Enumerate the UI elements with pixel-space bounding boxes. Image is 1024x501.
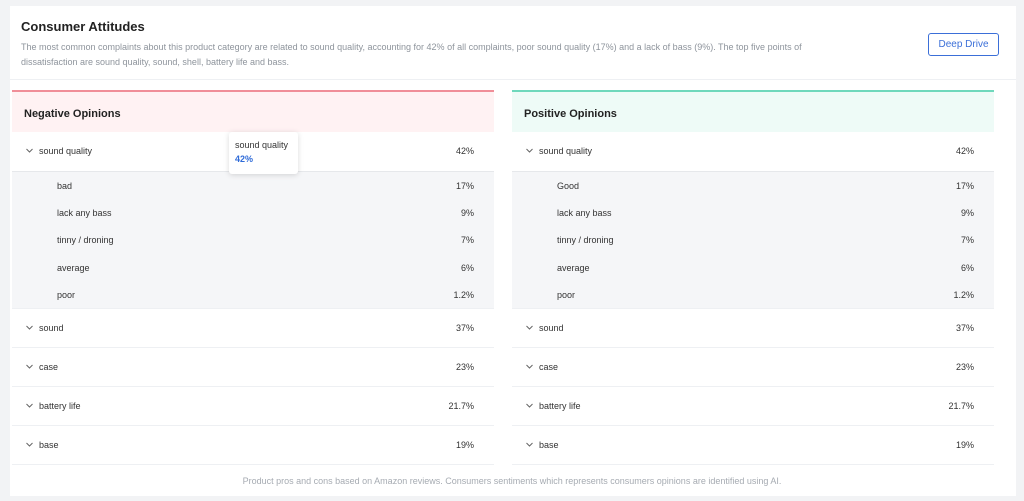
- sub-opinion-row: poor 1.2%: [512, 281, 994, 308]
- positive-opinions-panel: Positive Opinions sound quality 42% Good…: [512, 90, 994, 465]
- chevron-down-icon[interactable]: [25, 440, 34, 449]
- sub-opinion-label: poor: [57, 289, 76, 300]
- sub-opinion-label: average: [57, 262, 90, 273]
- footer-note: Product pros and cons based on Amazon re…: [242, 476, 782, 486]
- opinion-label: sound: [39, 323, 64, 333]
- sub-opinion-row: lack any bass 9%: [12, 199, 494, 226]
- opinion-label: sound quality: [39, 146, 93, 156]
- opinion-row[interactable]: sound 37%: [512, 309, 994, 348]
- chevron-down-icon[interactable]: [525, 146, 534, 155]
- chevron-down-icon[interactable]: [525, 323, 534, 332]
- sub-opinion-percent: 17%: [955, 181, 974, 191]
- opinion-row-expanded[interactable]: sound quality 42%: [512, 132, 994, 172]
- sub-opinion-row: Good 17%: [512, 172, 994, 199]
- chevron-down-icon[interactable]: [25, 401, 34, 410]
- opinion-percent: 19%: [955, 440, 974, 450]
- sub-opinion-label: tinny / droning: [57, 235, 114, 246]
- opinion-row[interactable]: base 19%: [512, 426, 994, 465]
- opinion-percent: 21.7%: [448, 401, 474, 411]
- opinion-row[interactable]: case 23%: [12, 348, 494, 387]
- opinion-percent: 37%: [955, 323, 974, 333]
- opinion-label: battery life: [39, 401, 81, 411]
- opinion-row[interactable]: sound 37%: [12, 309, 494, 348]
- opinion-label: base: [39, 440, 59, 450]
- card-header: Consumer Attitudes The most common compl…: [10, 6, 1016, 80]
- opinion-row[interactable]: battery life 21.7%: [512, 387, 994, 426]
- sub-opinion-label: Good: [557, 181, 580, 191]
- sub-opinion-label: lack any bass: [57, 208, 112, 219]
- summary-description: The most common complaints about this pr…: [21, 42, 802, 67]
- opinion-row[interactable]: case 23%: [512, 348, 994, 387]
- chevron-down-icon[interactable]: [525, 401, 534, 410]
- opinion-label: base: [539, 440, 559, 450]
- sub-opinion-percent: 7%: [960, 235, 974, 246]
- sub-opinion-label: tinny / droning: [557, 235, 614, 246]
- opinion-percent: 42%: [455, 146, 474, 156]
- hover-tooltip: sound quality 42%: [229, 132, 298, 174]
- sub-opinion-row: bad 17%: [12, 172, 494, 199]
- chevron-down-icon[interactable]: [525, 440, 534, 449]
- sub-opinion-row: tinny / droning 7%: [12, 226, 494, 253]
- opinion-label: sound: [539, 323, 564, 333]
- opinion-percent: 21.7%: [948, 401, 974, 411]
- opinion-percent: 23%: [455, 362, 474, 372]
- chevron-down-icon[interactable]: [525, 362, 534, 371]
- negative-opinions-panel: Negative Opinions sound quality 42% bad 1…: [12, 90, 494, 465]
- sub-opinion-label: poor: [557, 289, 576, 300]
- opinion-label: case: [39, 362, 59, 372]
- opinion-label: battery life: [539, 401, 581, 411]
- sub-opinion-percent: 6%: [960, 262, 974, 273]
- opinion-percent: 42%: [955, 146, 974, 156]
- sub-opinion-percent: 17%: [455, 181, 474, 191]
- tooltip-title: sound quality: [235, 140, 289, 150]
- sub-opinion-percent: 1.2%: [953, 289, 974, 300]
- sub-opinion-label: lack any bass: [557, 208, 612, 219]
- opinion-label: case: [539, 362, 559, 372]
- opinion-percent: 19%: [455, 440, 474, 450]
- sub-opinion-percent: 7%: [460, 235, 474, 246]
- opinion-row[interactable]: base 19%: [12, 426, 494, 465]
- positive-panel-title: Positive Opinions: [512, 90, 994, 132]
- sub-opinion-label: average: [557, 262, 590, 273]
- sub-opinion-row: average 6%: [12, 254, 494, 281]
- sub-opinion-row: lack any bass 9%: [512, 199, 994, 226]
- page-title: Consumer Attitudes: [21, 19, 145, 34]
- sub-opinion-label: bad: [57, 181, 73, 191]
- opinion-label: sound quality: [539, 146, 593, 156]
- opinion-percent: 23%: [955, 362, 974, 372]
- sub-opinion-list: bad 17% lack any bass 9% tinny / droning 7%…: [12, 172, 494, 309]
- sub-opinion-percent: 9%: [960, 208, 974, 219]
- tooltip-value: 42%: [235, 154, 254, 164]
- sub-opinion-row: tinny / droning 7%: [512, 226, 994, 253]
- deep-drive-button[interactable]: Deep Drive: [928, 33, 999, 56]
- sub-opinion-percent: 9%: [460, 208, 474, 219]
- chevron-down-icon[interactable]: [25, 323, 34, 332]
- sub-opinion-list: Good 17% lack any bass 9% tinny / droning 7…: [512, 172, 994, 309]
- chevron-down-icon[interactable]: [25, 146, 34, 155]
- opinion-percent: 37%: [455, 323, 474, 333]
- chevron-down-icon[interactable]: [25, 362, 34, 371]
- negative-panel-title: Negative Opinions: [12, 90, 494, 132]
- sub-opinion-percent: 1.2%: [453, 289, 474, 300]
- sub-opinion-percent: 6%: [460, 262, 474, 273]
- sub-opinion-row: average 6%: [512, 254, 994, 281]
- opinion-row[interactable]: battery life 21.7%: [12, 387, 494, 426]
- sub-opinion-row: poor 1.2%: [12, 281, 494, 308]
